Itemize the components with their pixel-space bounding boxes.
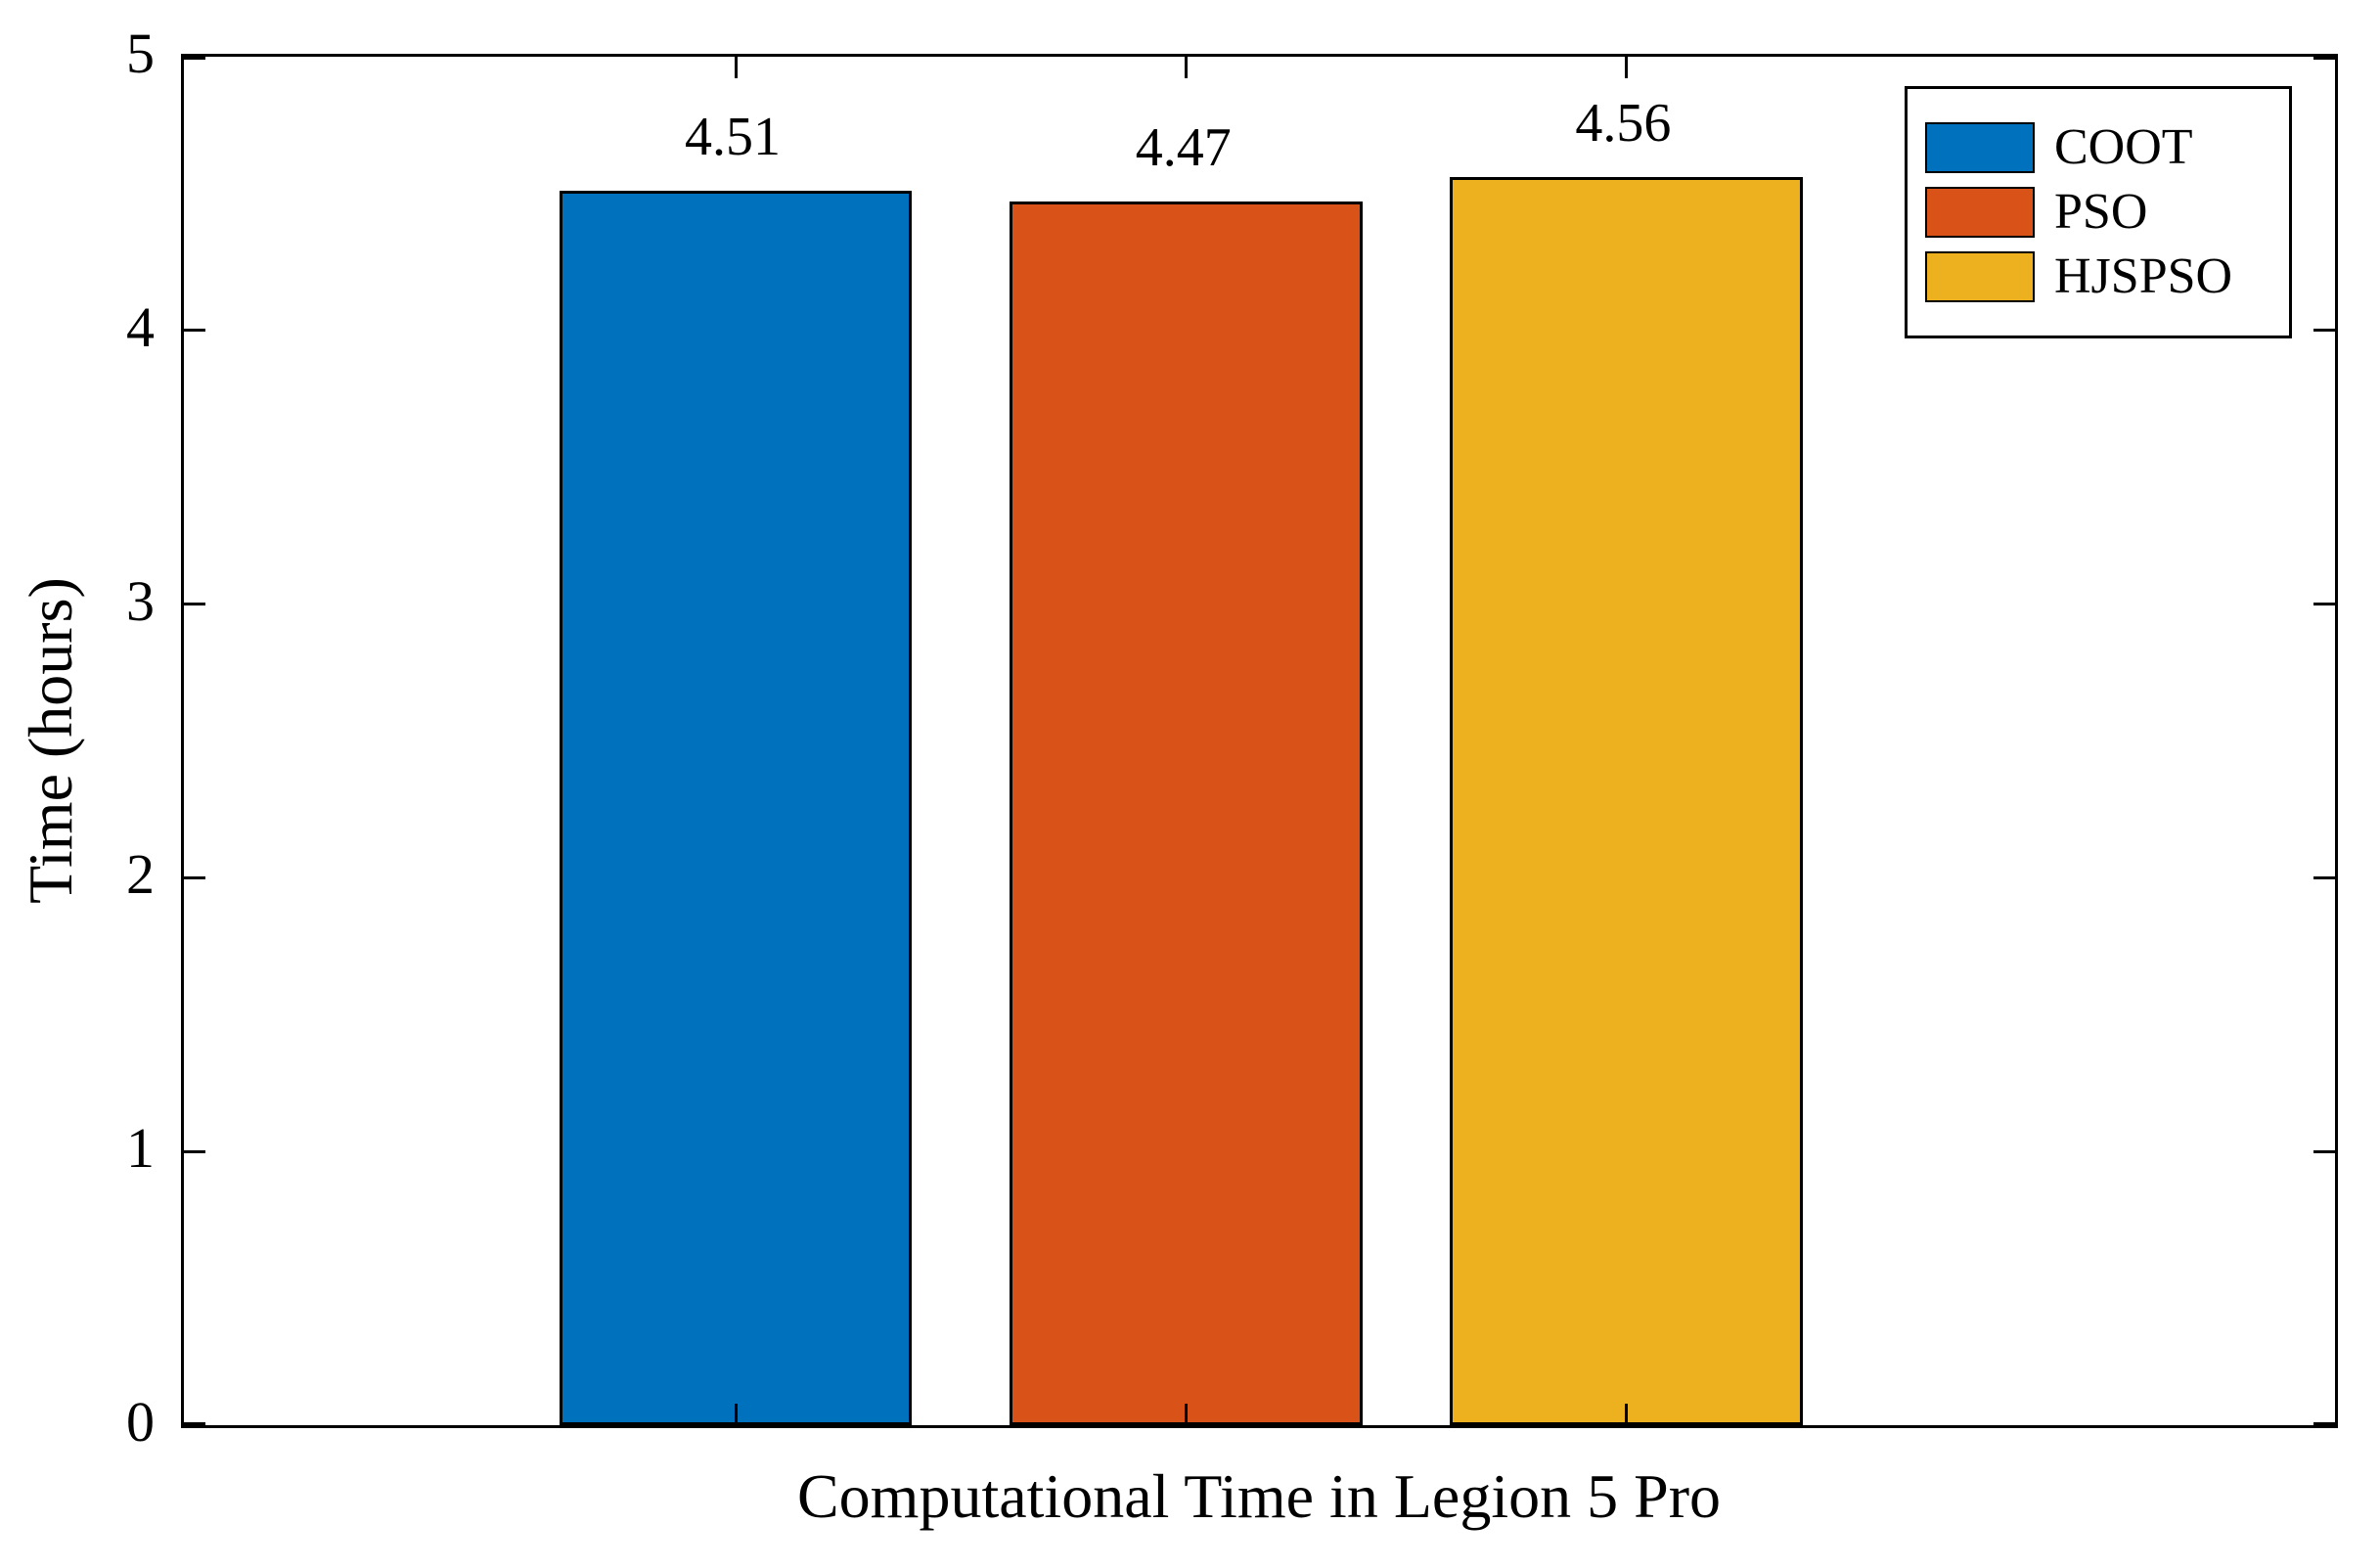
legend-swatch-hjspso bbox=[1925, 251, 2035, 302]
x-axis-tick bbox=[1185, 57, 1189, 78]
y-axis-tick bbox=[2313, 1149, 2335, 1153]
bar-value-label-coot: 4.51 bbox=[685, 107, 782, 168]
legend: COOT PSO HJSPSO bbox=[1905, 86, 2292, 338]
legend-entry-pso: PSO bbox=[1925, 187, 2271, 238]
legend-swatch-pso bbox=[1925, 187, 2035, 238]
x-axis-tick bbox=[1185, 1404, 1189, 1425]
y-axis-tick bbox=[184, 1422, 205, 1425]
legend-label-pso: PSO bbox=[2054, 184, 2148, 240]
bar-value-label-hjspso: 4.56 bbox=[1575, 93, 1672, 155]
legend-entry-coot: COOT bbox=[1925, 122, 2271, 173]
x-axis-tick bbox=[1624, 1404, 1628, 1425]
y-axis-tick bbox=[184, 57, 205, 60]
y-axis-tick bbox=[184, 329, 205, 333]
x-axis-tick bbox=[734, 1404, 738, 1425]
y-tick-label: 0 bbox=[126, 1390, 155, 1454]
x-axis-title: Computational Time in Legion 5 Pro bbox=[796, 1461, 1722, 1531]
legend-label-hjspso: HJSPSO bbox=[2054, 248, 2233, 304]
y-axis-tick bbox=[2313, 875, 2335, 879]
bar-hjspso bbox=[1450, 177, 1803, 1425]
y-tick-label: 3 bbox=[126, 568, 155, 633]
y-axis-title: Time (hours) bbox=[16, 577, 85, 904]
y-axis-tick bbox=[184, 1149, 205, 1153]
y-axis-tick bbox=[184, 875, 205, 879]
bar-pso bbox=[1010, 202, 1364, 1425]
y-axis-tick bbox=[2313, 603, 2335, 606]
bar-coot bbox=[559, 191, 913, 1425]
y-tick-label: 5 bbox=[126, 22, 155, 85]
y-tick-label: 4 bbox=[126, 294, 155, 359]
legend-label-coot: COOT bbox=[2054, 119, 2193, 175]
y-axis-tick bbox=[2313, 57, 2335, 60]
y-axis-tick bbox=[2313, 1422, 2335, 1425]
x-axis-tick bbox=[1624, 57, 1628, 78]
x-axis-tick bbox=[734, 57, 738, 78]
y-tick-label: 1 bbox=[126, 1116, 155, 1181]
legend-swatch-coot bbox=[1925, 122, 2035, 173]
bar-value-label-pso: 4.47 bbox=[1135, 117, 1232, 179]
y-tick-label: 2 bbox=[126, 842, 155, 907]
legend-entry-hjspso: HJSPSO bbox=[1925, 251, 2271, 302]
y-axis-tick bbox=[184, 603, 205, 606]
y-axis-tick bbox=[2313, 329, 2335, 333]
